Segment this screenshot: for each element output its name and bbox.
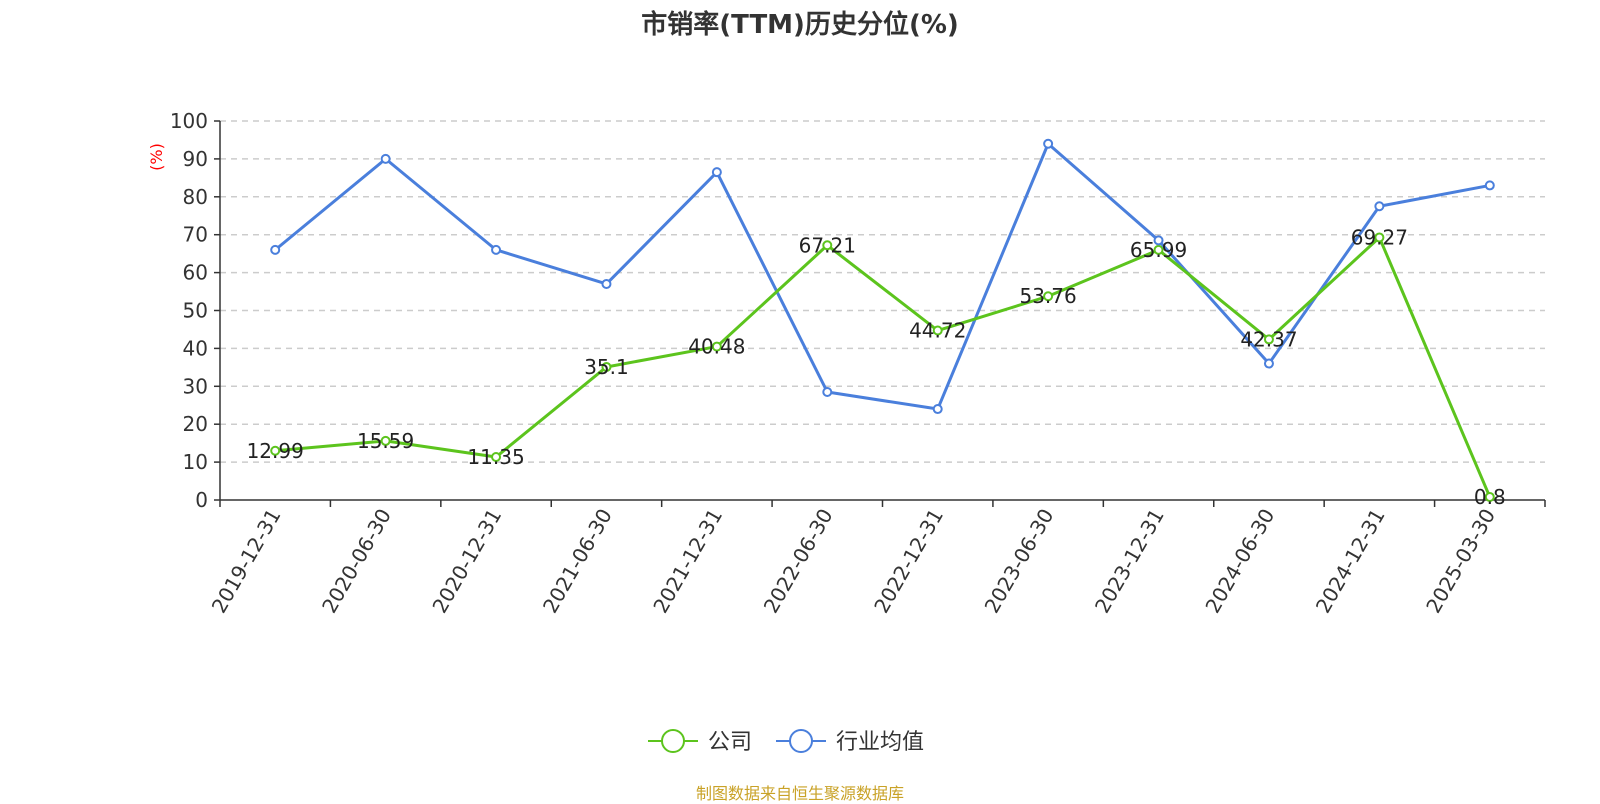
data-label: 65.99 bbox=[1130, 238, 1187, 262]
y-tick-label: 20 bbox=[183, 412, 208, 436]
data-point bbox=[932, 404, 943, 415]
y-tick-label: 10 bbox=[183, 450, 208, 474]
data-label: 11.35 bbox=[467, 445, 524, 469]
data-point bbox=[822, 386, 833, 397]
y-tick-label: 0 bbox=[195, 488, 208, 512]
data-point bbox=[491, 451, 502, 462]
data-point bbox=[1043, 291, 1054, 302]
data-point bbox=[270, 244, 281, 255]
legend-marker bbox=[661, 729, 685, 753]
data-label: 42.37 bbox=[1240, 327, 1297, 351]
x-tick-label: 2022-06-30 bbox=[759, 505, 838, 618]
y-tick-label: 50 bbox=[183, 299, 208, 323]
x-tick-label: 2023-12-31 bbox=[1090, 505, 1169, 618]
x-tick-label: 2022-12-31 bbox=[869, 505, 948, 618]
x-tick-label: 2025-03-30 bbox=[1421, 505, 1500, 618]
data-point bbox=[711, 167, 722, 178]
y-tick-label: 60 bbox=[183, 261, 208, 285]
x-tick-label: 2020-12-31 bbox=[427, 505, 506, 618]
data-label: 44.72 bbox=[909, 319, 966, 343]
data-label: 53.76 bbox=[1019, 284, 1076, 308]
data-label: 12.99 bbox=[247, 439, 304, 463]
y-tick-label: 40 bbox=[183, 336, 208, 360]
data-label: 35.1 bbox=[584, 355, 629, 379]
y-axis-label: (%) bbox=[147, 143, 166, 171]
data-point bbox=[1484, 180, 1495, 191]
chart-title: 市销率(TTM)历史分位(%) bbox=[641, 10, 959, 40]
data-point bbox=[1263, 358, 1274, 369]
x-tick-label: 2021-06-30 bbox=[538, 505, 617, 618]
data-point bbox=[491, 244, 502, 255]
data-point bbox=[270, 445, 281, 456]
y-tick-label: 70 bbox=[183, 223, 208, 247]
legend-label: 行业均值 bbox=[836, 730, 924, 755]
y-tick-label: 80 bbox=[183, 185, 208, 209]
x-tick-label: 2021-12-31 bbox=[648, 505, 727, 618]
data-point bbox=[380, 435, 391, 446]
y-tick-label: 100 bbox=[170, 109, 208, 133]
legend-label: 公司 bbox=[708, 730, 752, 755]
data-label: 67.21 bbox=[799, 233, 856, 257]
y-tick-label: 30 bbox=[183, 374, 208, 398]
x-tick-label: 2019-12-31 bbox=[207, 505, 286, 618]
data-point bbox=[822, 240, 833, 251]
data-source-note: 制图数据来自恒生聚源数据库 bbox=[695, 784, 904, 803]
data-label: 40.48 bbox=[688, 335, 745, 359]
data-point bbox=[380, 153, 391, 164]
data-label: 15.59 bbox=[357, 429, 414, 453]
series-line bbox=[274, 142, 1491, 411]
data-point bbox=[1153, 235, 1164, 246]
data-point bbox=[1374, 232, 1385, 243]
data-point bbox=[711, 341, 722, 352]
data-point bbox=[601, 361, 612, 372]
data-point bbox=[1153, 244, 1164, 255]
data-point bbox=[1374, 201, 1385, 212]
x-tick-label: 2024-06-30 bbox=[1200, 505, 1279, 618]
y-tick-label: 90 bbox=[183, 147, 208, 171]
data-point bbox=[1263, 334, 1274, 345]
data-label: 0.8 bbox=[1474, 485, 1506, 509]
data-label: 69.27 bbox=[1351, 225, 1408, 249]
data-point bbox=[932, 325, 943, 336]
data-point bbox=[601, 278, 612, 289]
data-point bbox=[1043, 138, 1054, 149]
data-point bbox=[1484, 491, 1495, 502]
x-tick-label: 2020-06-30 bbox=[317, 505, 396, 618]
x-tick-label: 2024-12-31 bbox=[1311, 505, 1390, 618]
legend-marker bbox=[789, 729, 813, 753]
x-tick-label: 2023-06-30 bbox=[980, 505, 1059, 618]
series-line bbox=[275, 235, 1492, 498]
